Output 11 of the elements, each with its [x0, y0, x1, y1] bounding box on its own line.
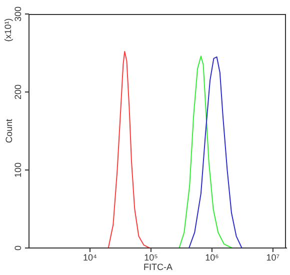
y-tick-label: 200: [13, 84, 23, 100]
text: (x10¹): [3, 18, 13, 42]
y-axis-title: Count: [4, 118, 14, 144]
x-axis-title: FITC-A: [142, 262, 174, 272]
x-tick-label: 10⁵: [144, 252, 158, 262]
x-tick-label: 10⁷: [266, 252, 280, 262]
y-tick-label: 100: [13, 162, 23, 178]
x-tick-label: 10⁴: [83, 252, 98, 262]
y-tick-label: 0: [13, 245, 23, 251]
x-tick-label: 10⁶: [205, 252, 220, 262]
y-tick-label: 300: [13, 6, 23, 22]
